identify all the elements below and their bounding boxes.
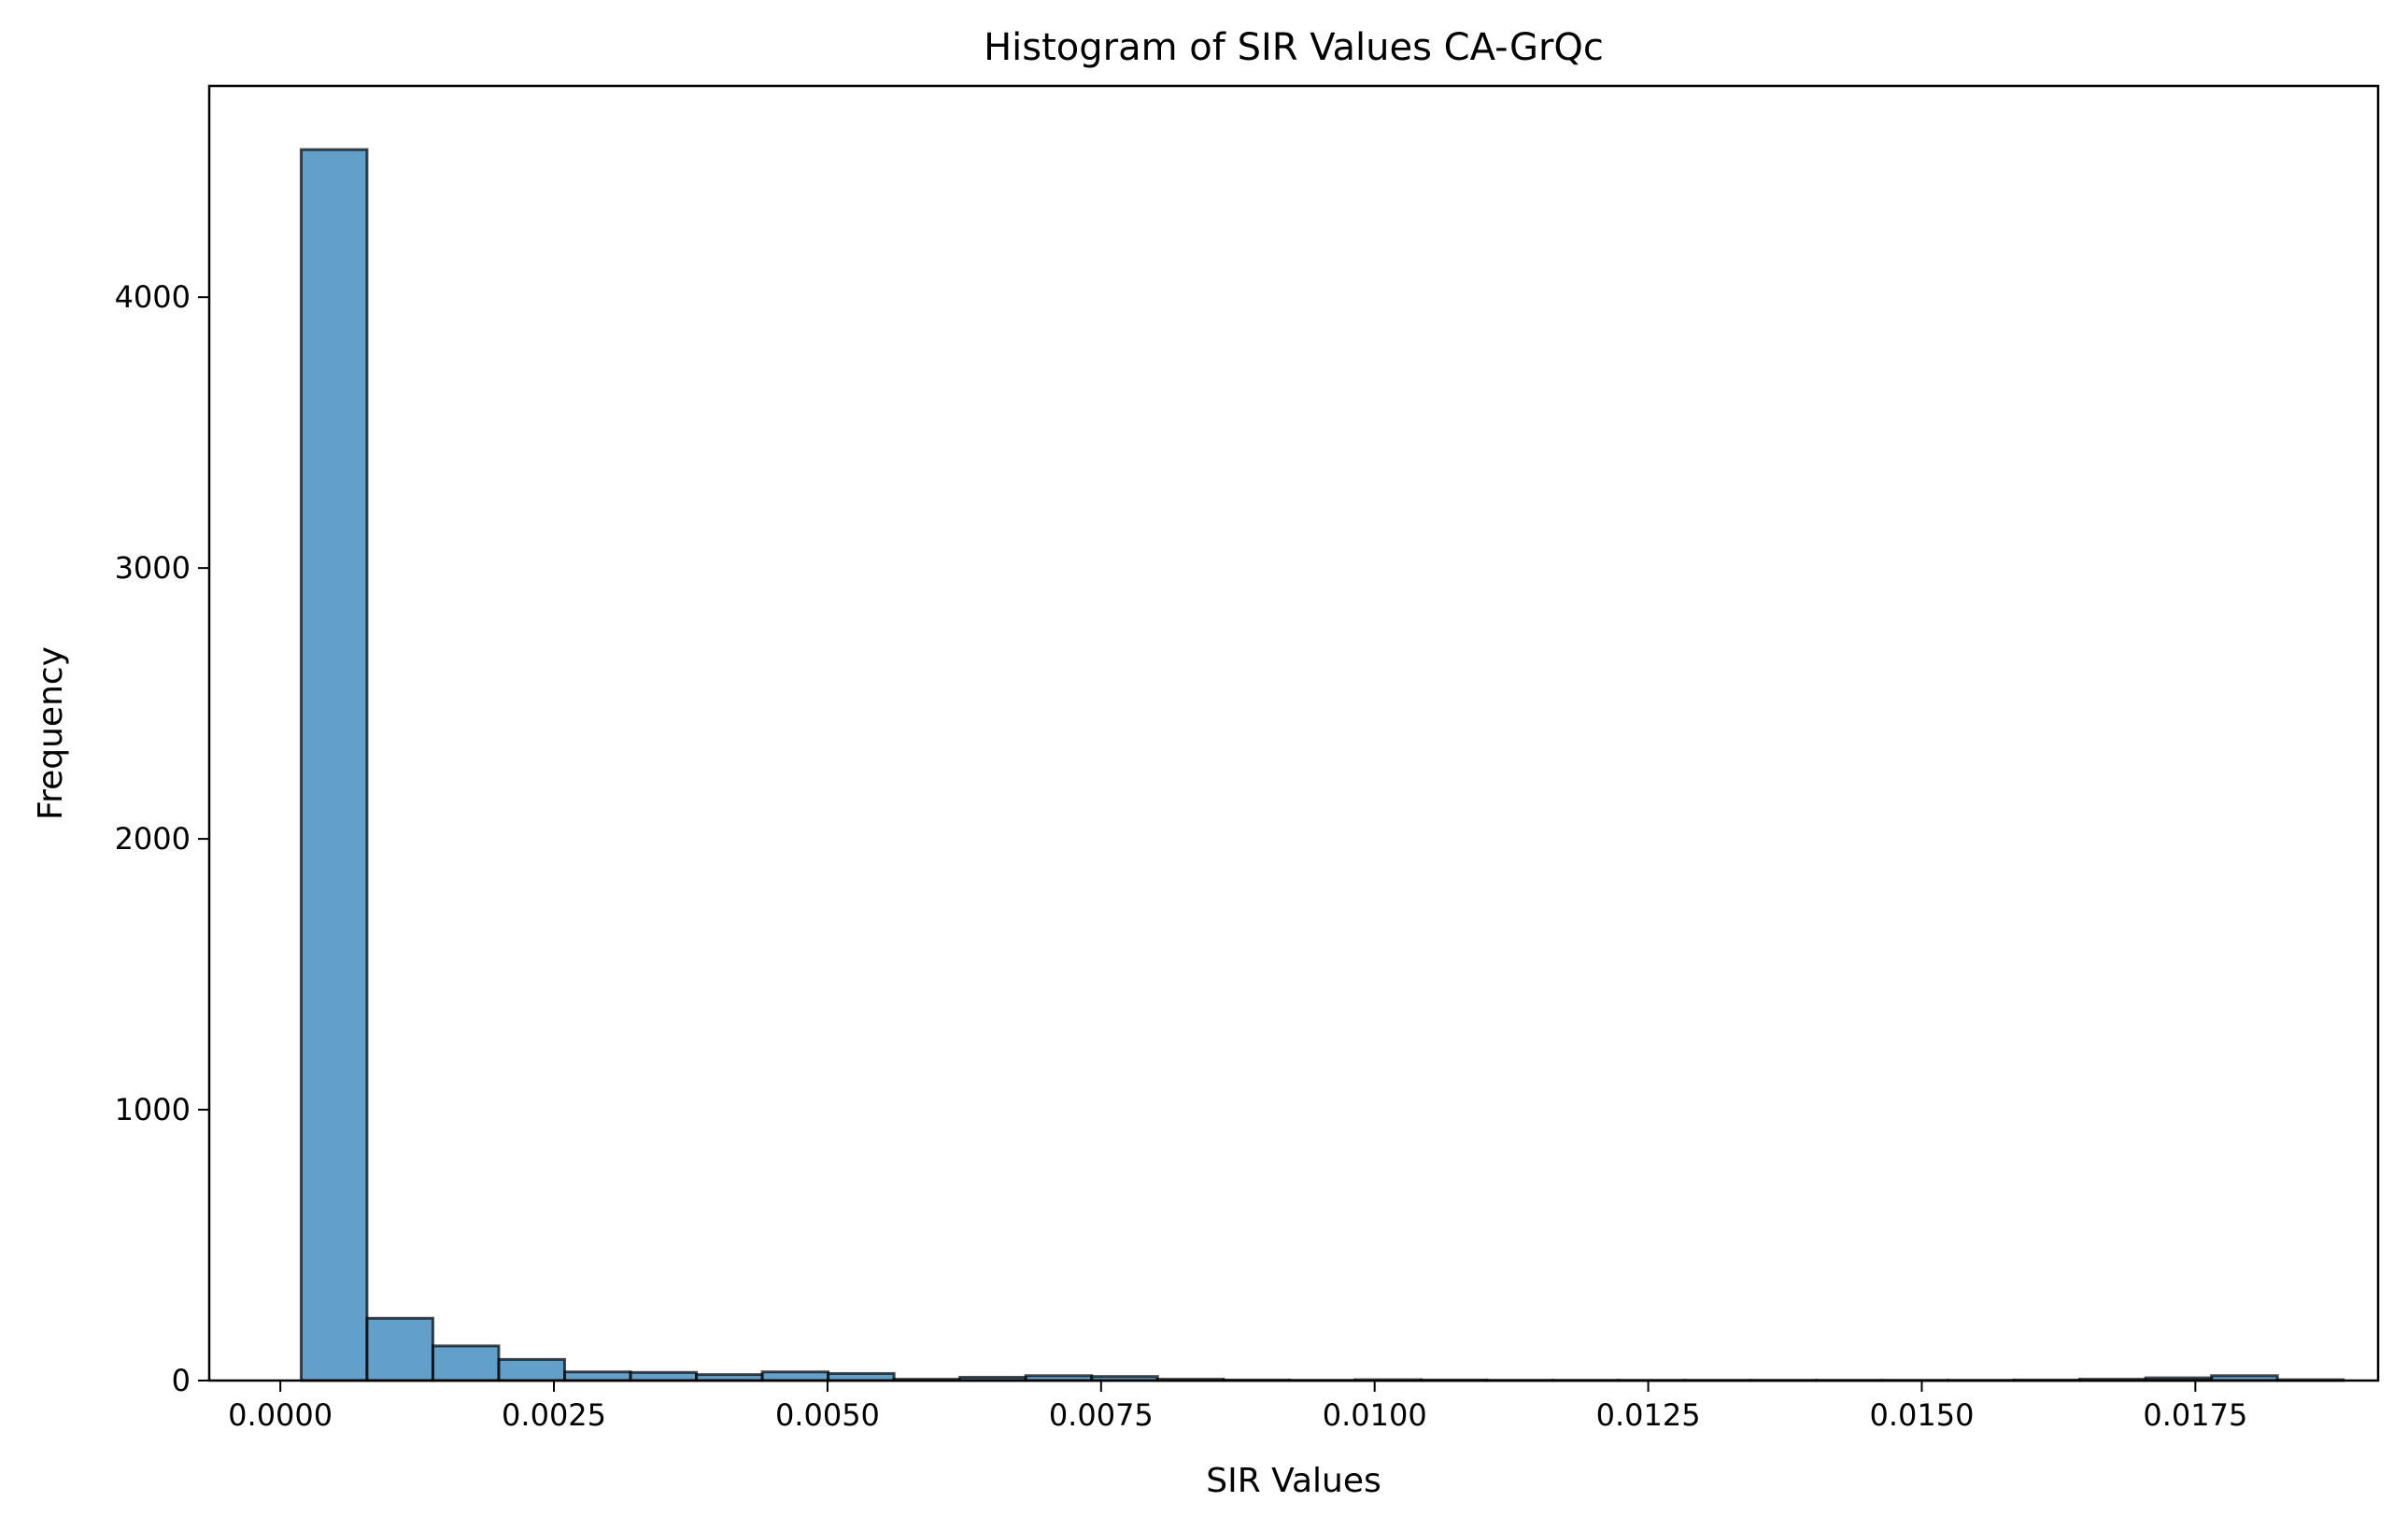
y-axis-label: Frequency bbox=[32, 646, 70, 820]
x-tick-label: 0.0100 bbox=[1323, 1397, 1427, 1433]
y-axis-ticks: 0 1000 2000 3000 4000 bbox=[115, 279, 209, 1398]
y-tick-label: 3000 bbox=[115, 550, 191, 586]
histogram-bar bbox=[365, 1316, 434, 1382]
x-tick-label: 0.0175 bbox=[2143, 1397, 2247, 1433]
histogram-bar bbox=[497, 1357, 567, 1382]
x-tick-label: 0.0000 bbox=[228, 1397, 333, 1433]
chart-title: Histogram of SIR Values CA-GrQc bbox=[984, 26, 1604, 69]
plot-frame bbox=[207, 84, 2380, 1382]
x-tick-label: 0.0025 bbox=[502, 1397, 606, 1433]
histogram-bar bbox=[629, 1370, 699, 1382]
x-axis-ticks: 0.0000 0.0025 0.0050 0.0075 0.0100 0.0125 0.01… bbox=[228, 1381, 2247, 1433]
x-tick-label: 0.0125 bbox=[1596, 1397, 1701, 1433]
x-tick-label: 0.0150 bbox=[1869, 1397, 1974, 1433]
histogram-bar bbox=[760, 1370, 830, 1382]
x-tick-label: 0.0050 bbox=[775, 1397, 880, 1433]
bars-layer bbox=[299, 148, 2345, 1382]
x-tick-label: 0.0075 bbox=[1049, 1397, 1154, 1433]
y-tick-label: 0 bbox=[172, 1363, 191, 1398]
histogram-bar bbox=[563, 1370, 632, 1382]
histogram-bar bbox=[299, 148, 369, 1382]
y-tick-label: 4000 bbox=[115, 279, 191, 315]
histogram-bar bbox=[431, 1344, 501, 1382]
x-axis-label: SIR Values bbox=[1206, 1462, 1381, 1500]
y-tick-label: 1000 bbox=[115, 1092, 191, 1127]
y-tick-label: 2000 bbox=[115, 821, 191, 857]
